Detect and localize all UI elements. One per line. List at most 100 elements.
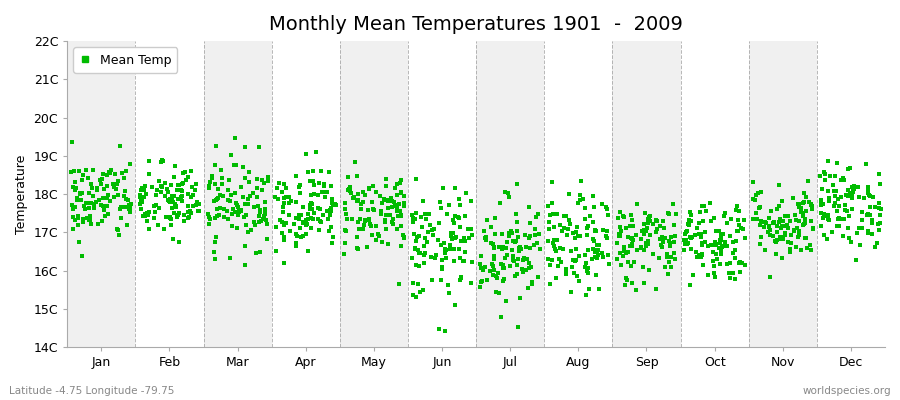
Point xyxy=(559,212,573,219)
Point xyxy=(171,212,185,218)
Point xyxy=(806,206,820,212)
Point xyxy=(225,223,239,229)
Point xyxy=(434,242,448,248)
Point xyxy=(446,217,460,223)
Point xyxy=(299,217,313,224)
Point xyxy=(868,204,882,210)
Point xyxy=(763,208,778,214)
Point xyxy=(682,222,697,228)
Point xyxy=(166,236,180,242)
Point xyxy=(434,276,448,283)
Point xyxy=(649,286,663,292)
Point xyxy=(767,219,781,226)
Point xyxy=(180,202,194,209)
Point xyxy=(562,217,576,224)
Point xyxy=(444,233,458,239)
Point xyxy=(704,217,718,224)
Point xyxy=(495,245,509,252)
Point xyxy=(347,158,362,165)
Point xyxy=(381,241,395,248)
Point xyxy=(252,144,266,150)
Point xyxy=(638,240,652,246)
Point xyxy=(170,182,184,188)
Point xyxy=(833,193,848,200)
Point xyxy=(835,233,850,239)
Point xyxy=(412,249,427,256)
Point xyxy=(301,248,315,254)
Point xyxy=(238,212,253,219)
Point xyxy=(861,228,876,234)
Point xyxy=(87,205,102,211)
Point xyxy=(328,201,343,207)
Point xyxy=(75,189,89,196)
Point xyxy=(779,223,794,229)
Point xyxy=(666,239,680,245)
Point xyxy=(527,232,542,238)
Point xyxy=(310,216,325,222)
Point xyxy=(689,254,704,260)
Point xyxy=(73,190,87,196)
Point xyxy=(275,204,290,210)
Point xyxy=(307,182,321,188)
Point xyxy=(505,230,519,236)
Point xyxy=(157,226,171,232)
Point xyxy=(691,220,706,226)
Point xyxy=(346,195,361,201)
Point xyxy=(806,225,820,231)
Point xyxy=(803,242,817,248)
Point xyxy=(523,245,537,251)
Point xyxy=(794,204,808,211)
Point xyxy=(557,225,572,232)
Point xyxy=(758,219,772,226)
Point xyxy=(698,239,712,246)
Point xyxy=(444,230,458,236)
Point xyxy=(313,167,328,174)
Point xyxy=(548,248,562,254)
Point xyxy=(175,193,189,199)
Point xyxy=(514,246,528,252)
Point xyxy=(796,199,811,205)
Point xyxy=(595,201,609,207)
Point xyxy=(80,215,94,222)
Point xyxy=(108,171,122,177)
Point xyxy=(464,280,478,286)
Point xyxy=(166,192,180,199)
Point xyxy=(228,208,242,215)
Point xyxy=(95,195,110,201)
Point xyxy=(655,236,670,242)
Point xyxy=(661,210,675,216)
Point xyxy=(66,214,80,220)
Point xyxy=(843,164,858,171)
Point xyxy=(295,204,310,210)
Point xyxy=(317,189,331,196)
Point xyxy=(775,234,789,240)
Point xyxy=(390,180,404,187)
Point xyxy=(390,204,404,211)
Point xyxy=(409,238,423,244)
Point xyxy=(180,190,194,197)
Point xyxy=(649,228,663,235)
Point xyxy=(254,218,268,224)
Point xyxy=(662,258,677,265)
Point xyxy=(142,225,157,232)
Point xyxy=(485,241,500,247)
Point xyxy=(817,212,832,219)
Point xyxy=(305,167,320,174)
Point xyxy=(694,254,708,260)
Point xyxy=(342,186,356,192)
Point xyxy=(371,230,385,237)
Point xyxy=(778,230,793,236)
Point xyxy=(434,205,448,211)
Point xyxy=(98,213,112,219)
Point xyxy=(326,202,340,208)
Point xyxy=(321,168,336,175)
Point xyxy=(357,222,372,228)
Point xyxy=(613,208,627,215)
Point xyxy=(559,271,573,277)
Point xyxy=(661,250,675,257)
Point xyxy=(512,248,526,254)
Point xyxy=(234,207,248,214)
Point xyxy=(181,209,195,216)
Point xyxy=(289,243,303,249)
Point xyxy=(587,238,601,244)
